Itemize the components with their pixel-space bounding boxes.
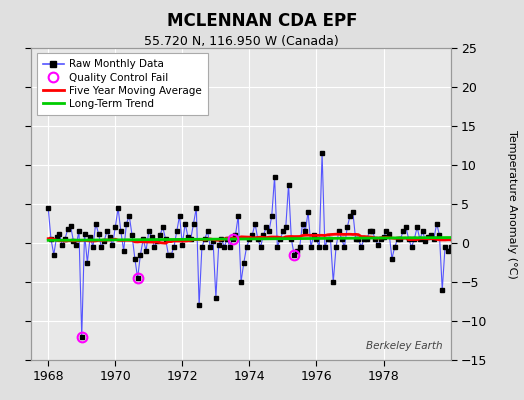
Title: 55.720 N, 116.950 W (Canada): 55.720 N, 116.950 W (Canada) [144,35,339,48]
Y-axis label: Temperature Anomaly (°C): Temperature Anomaly (°C) [507,130,517,278]
Text: Berkeley Earth: Berkeley Earth [366,341,442,351]
Legend: Raw Monthly Data, Quality Control Fail, Five Year Moving Average, Long-Term Tren: Raw Monthly Data, Quality Control Fail, … [37,53,208,115]
Text: MCLENNAN CDA EPF: MCLENNAN CDA EPF [167,12,357,30]
